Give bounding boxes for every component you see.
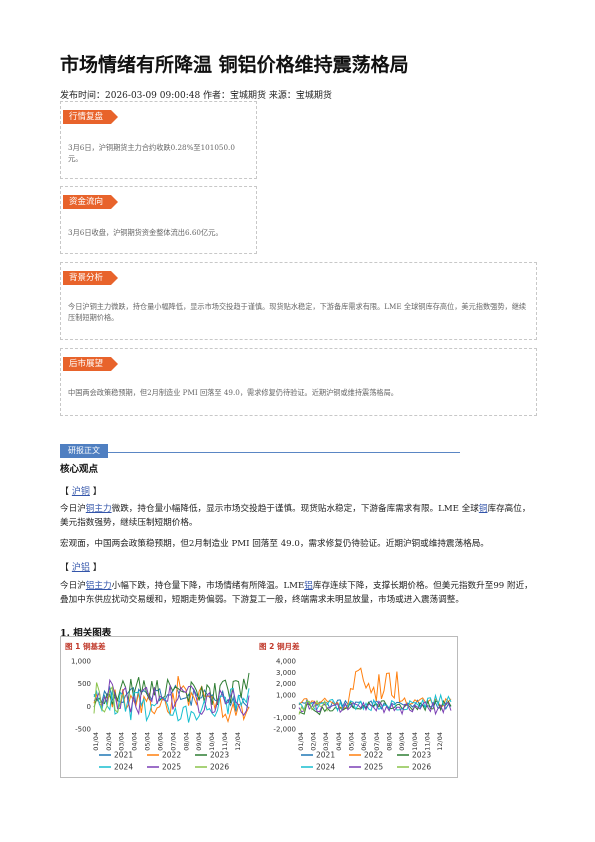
x-tick-label: 04/04 (335, 732, 343, 751)
y-tick-label: 0 (292, 703, 296, 711)
legend-entry: 2022 (364, 751, 383, 760)
x-tick-label: 10/04 (411, 732, 419, 751)
charts-heading: 1. 相关图表 (60, 628, 112, 639)
legend-entry: 2026 (210, 763, 229, 772)
y-tick-label: 500 (78, 680, 91, 688)
legend-entry: 2023 (210, 751, 229, 760)
x-tick-label: 03/04 (322, 732, 330, 751)
x-tick-label: 07/04 (169, 732, 177, 751)
series-line-2026 (93, 682, 124, 714)
x-tick-label: 11/04 (221, 732, 229, 751)
page-title: 市场情绪有所降温 铜铝价格维持震荡格局 (60, 54, 409, 76)
x-tick-label: 06/04 (156, 732, 164, 751)
series-line-2025 (298, 699, 452, 716)
fund-flow-text: 3月6日收盘，沪铜期货资金整体流出6.60亿元。 (68, 228, 223, 237)
x-tick-label: 07/04 (373, 732, 381, 751)
x-tick-label: 12/04 (436, 732, 444, 751)
x-tick-label: 02/04 (105, 732, 113, 751)
copper-paragraph-1: 今日沪铜主力微跌，持仓量小幅降低，显示市场交投趋于谨慎。现货贴水稳定，下游备库需… (60, 504, 531, 528)
y-tick-label: 1,000 (276, 692, 296, 700)
series-line-2026 (298, 699, 328, 715)
aluminum-lme-link[interactable]: 铝 (304, 581, 313, 591)
legend-entry: 2025 (162, 763, 181, 772)
legend-entry: 2022 (162, 751, 181, 760)
background-text: 今日沪铜主力微跌，持仓量小幅降低，显示市场交投趋于谨慎。现货贴水稳定，下游备库需… (68, 302, 527, 322)
section-header: 研报正文 (60, 438, 460, 458)
section-label: 研报正文 (60, 444, 108, 458)
x-tick-label: 09/04 (195, 732, 203, 751)
market-review-text: 3月6日，沪铜期货主力合约收跌0.28%至101050.0元。 (68, 143, 235, 163)
y-tick-label: -500 (75, 726, 91, 734)
core-view-heading: 核心观点 (60, 464, 99, 475)
x-tick-label: 05/04 (144, 732, 152, 751)
legend-entry: 2024 (316, 763, 335, 772)
y-tick-label: 0 (87, 703, 91, 711)
series-line-2025 (93, 678, 250, 717)
y-tick-label: 2,000 (276, 680, 296, 688)
y-tick-label: 1,000 (71, 658, 91, 666)
x-tick-label: 10/04 (208, 732, 216, 751)
y-tick-label: -2,000 (273, 726, 296, 734)
copper-main-link[interactable]: 铜主力 (85, 504, 112, 514)
charts-panel: 图 1 铜基差 图 2 铜月差 1,000 500 0 -500 01/04 02/04 0… (60, 636, 458, 778)
chart-1-title: 图 1 铜基差 (65, 642, 106, 651)
legend-entry: 2021 (316, 751, 335, 760)
outlook-text: 中国两会政策稳预期，但2月制造业 PMI 回落至 49.0，需求修复仍待验证。近… (68, 388, 398, 397)
publish-meta: 发布时间：2026-03-09 09:00:48 作者：宝城期货 来源：宝城期货 (60, 91, 332, 101)
tag-background: 背景分析 (63, 271, 119, 285)
summary-box-fund: 资金流向 3月6日收盘，沪铜期货资金整体流出6.60亿元。 (60, 186, 257, 254)
legend-entry: 2023 (412, 751, 431, 760)
series-line-2023 (93, 672, 250, 708)
copper-lme-link[interactable]: 铜 (478, 504, 488, 514)
y-tick-label: 4,000 (276, 658, 296, 666)
copper-tag: 【 沪铜 】 (60, 487, 102, 497)
x-tick-label: 04/04 (131, 732, 139, 751)
legend-entry: 2021 (114, 751, 133, 760)
x-tick-label: 08/04 (385, 732, 393, 751)
y-tick-label: 3,000 (276, 669, 296, 677)
summary-box-outlook: 后市展望 中国两会政策稳预期，但2月制造业 PMI 回落至 49.0，需求修复仍… (60, 348, 537, 416)
tag-market-review: 行情复盘 (63, 110, 119, 124)
x-tick-label: 05/04 (347, 732, 355, 751)
x-tick-label: 08/04 (182, 732, 190, 751)
x-tick-label: 01/04 (297, 732, 305, 751)
summary-box-market: 行情复盘 3月6日，沪铜期货主力合约收跌0.28%至101050.0元。 (60, 101, 257, 179)
chart-2-title: 图 2 铜月差 (259, 642, 300, 651)
copper-paragraph-2: 宏观面，中国两会政策稳预期，但2月制造业 PMI 回落至 49.0，需求修复仍待… (60, 539, 489, 549)
series-line-2023 (298, 699, 452, 716)
aluminum-link[interactable]: 沪铝 (71, 563, 90, 573)
x-tick-label: 03/04 (118, 732, 126, 751)
aluminum-paragraph: 今日沪铝主力小幅下跌，持仓量下降，市场情绪有所降温。LME铝库存连续下降，支撑长… (60, 581, 533, 605)
x-tick-label: 02/04 (309, 732, 317, 751)
x-tick-label: 09/04 (398, 732, 406, 751)
copper-link[interactable]: 沪铜 (71, 487, 90, 497)
x-tick-label: 01/04 (92, 732, 100, 751)
legend-entry: 2026 (412, 763, 431, 772)
aluminum-tag: 【 沪铝 】 (60, 563, 102, 573)
tag-outlook: 后市展望 (63, 357, 119, 371)
x-tick-label: 12/04 (234, 732, 242, 751)
aluminum-main-link[interactable]: 铝主力 (85, 581, 112, 591)
legend-entry: 2024 (114, 763, 133, 772)
summary-box-background: 背景分析 今日沪铜主力微跌，持仓量小幅降低，显示市场交投趋于谨慎。现货贴水稳定，… (60, 262, 537, 340)
x-tick-label: 11/04 (423, 732, 431, 751)
y-tick-label: -1,000 (273, 714, 296, 722)
tag-fund-flow: 资金流向 (63, 195, 119, 209)
x-tick-label: 06/04 (360, 732, 368, 751)
legend-entry: 2025 (364, 763, 383, 772)
